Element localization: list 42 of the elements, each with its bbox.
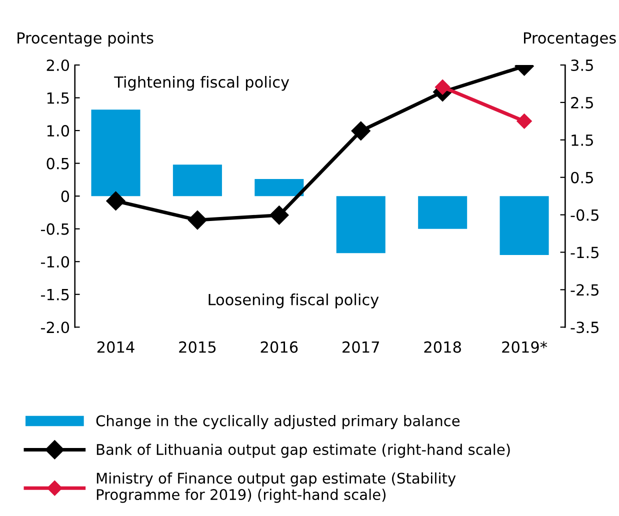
y2-tick-label: 3.5 xyxy=(571,59,593,72)
point xyxy=(435,80,450,95)
point xyxy=(106,191,126,210)
legend-label: Change in the cyclically adjusted primary balance xyxy=(96,415,460,430)
y-tick-label: 0 xyxy=(61,190,70,202)
x-tick-label: 2018 xyxy=(424,341,461,353)
y2-tick-label: 0.5 xyxy=(571,172,593,184)
y-tick-label: 2.0 xyxy=(46,59,70,72)
x-tick-label: 2014 xyxy=(97,341,134,353)
y-tick-label: 0.5 xyxy=(46,158,69,170)
point xyxy=(188,210,207,230)
y-tick-label: 1.0 xyxy=(47,125,70,137)
y-tick-label: -1.0 xyxy=(40,256,70,268)
y2-tick-label: 2.5 xyxy=(571,96,593,108)
y-tick-label: -0.5 xyxy=(40,223,69,235)
y-tick-label: -2.0 xyxy=(40,322,70,334)
x-tick-label: 2016 xyxy=(260,341,298,353)
bar xyxy=(254,179,304,196)
y-axis-title: Procentage points xyxy=(18,32,154,47)
y2-tick-label: -3.5 xyxy=(570,322,598,334)
bar xyxy=(172,164,222,196)
y2-axis-title: Procentages xyxy=(524,32,616,47)
point xyxy=(516,114,532,129)
y2-tick-label: -0.5 xyxy=(570,209,598,221)
y2-tick-label: -2.5 xyxy=(570,284,598,296)
bar xyxy=(91,110,140,196)
x-tick-label: 2015 xyxy=(179,341,216,353)
bar xyxy=(418,196,468,229)
point xyxy=(351,121,370,140)
point xyxy=(270,206,289,225)
y2-tick-label: 1.5 xyxy=(572,134,593,146)
legend-label: Ministry of Finance output gap estimate (Stability Programme for 2019) (right-hand scale) xyxy=(96,472,456,503)
annotation: Tightening fiscal policy xyxy=(114,76,290,91)
y2-tick-label: -1.5 xyxy=(570,246,598,258)
x-tick-label: 2019* xyxy=(502,341,548,353)
legend-label: Bank of Lithuania output gap estimate (right-hand scale) xyxy=(96,444,510,458)
bar xyxy=(500,196,549,256)
y-tick-label: 1.5 xyxy=(47,92,69,104)
y-tick-label: -1.5 xyxy=(40,289,69,300)
x-tick-label: 2017 xyxy=(342,341,380,353)
annotation: Loosening fiscal policy xyxy=(208,294,379,308)
bar xyxy=(336,196,386,254)
